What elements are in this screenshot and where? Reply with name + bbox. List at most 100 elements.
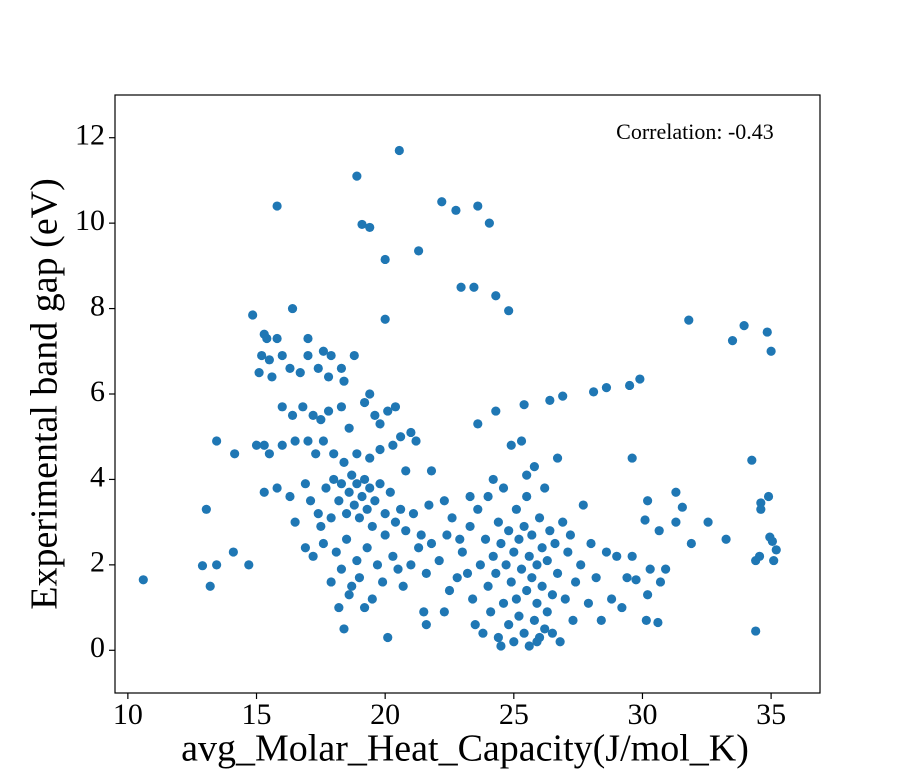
y-tick-label: 2 <box>90 546 105 579</box>
point <box>339 624 349 634</box>
point <box>344 487 354 497</box>
point <box>272 201 282 211</box>
point <box>565 530 576 540</box>
point <box>537 581 547 591</box>
point <box>452 573 462 583</box>
point <box>547 628 558 638</box>
point <box>357 219 367 230</box>
point <box>596 615 606 625</box>
point <box>295 368 305 378</box>
point <box>747 455 757 465</box>
point <box>439 496 449 506</box>
point <box>442 530 452 540</box>
point <box>491 406 501 416</box>
point <box>426 538 437 549</box>
point <box>336 564 347 574</box>
point <box>277 350 287 361</box>
point <box>365 453 375 463</box>
point <box>365 222 375 233</box>
point <box>558 517 568 527</box>
point <box>568 615 578 625</box>
point <box>542 555 552 566</box>
point <box>588 387 599 397</box>
point <box>524 551 534 561</box>
point <box>514 534 524 544</box>
point <box>645 564 655 574</box>
point <box>290 436 300 446</box>
point <box>367 521 377 532</box>
point <box>383 632 393 643</box>
point <box>511 504 521 514</box>
point <box>390 517 401 527</box>
point <box>504 620 514 630</box>
point <box>349 500 359 510</box>
point <box>298 402 308 412</box>
point <box>537 543 547 553</box>
point <box>631 575 641 585</box>
point <box>527 530 537 540</box>
point <box>771 545 781 555</box>
point <box>411 436 421 446</box>
point <box>326 350 336 361</box>
point <box>254 368 264 378</box>
point <box>484 218 494 228</box>
point <box>529 462 539 472</box>
point <box>627 453 637 463</box>
point <box>339 376 349 386</box>
point <box>308 410 318 420</box>
point <box>426 466 437 476</box>
point <box>762 327 772 337</box>
point <box>277 402 287 412</box>
point <box>300 479 311 489</box>
point <box>447 513 457 523</box>
point <box>367 594 377 604</box>
points-layer <box>138 145 781 651</box>
point <box>377 577 388 587</box>
point <box>375 479 385 489</box>
point <box>414 543 424 553</box>
point <box>684 315 694 325</box>
y-tick-label: 0 <box>90 631 105 664</box>
point <box>532 598 542 608</box>
point <box>375 444 385 455</box>
point <box>643 590 653 600</box>
point <box>519 628 529 638</box>
point <box>552 568 563 579</box>
point <box>483 581 493 591</box>
point <box>727 336 738 346</box>
point <box>138 575 148 585</box>
point <box>540 624 550 634</box>
point <box>380 508 390 519</box>
point <box>398 581 408 591</box>
point <box>570 577 581 587</box>
point <box>272 333 282 344</box>
point <box>406 560 416 570</box>
point <box>496 641 506 651</box>
x-tick-label: 20 <box>370 698 400 731</box>
point <box>654 526 664 536</box>
point <box>329 474 339 485</box>
point <box>334 602 344 613</box>
point <box>522 470 532 480</box>
point <box>522 585 532 596</box>
point <box>488 551 498 561</box>
point <box>552 453 563 463</box>
point <box>501 560 511 570</box>
point <box>365 483 375 493</box>
point <box>380 530 390 540</box>
point <box>316 415 326 425</box>
point <box>277 440 287 450</box>
point <box>534 513 545 523</box>
point <box>385 487 395 497</box>
point <box>514 611 524 621</box>
x-tick-label: 30 <box>627 698 657 731</box>
point <box>370 496 380 506</box>
point <box>336 402 347 412</box>
point <box>506 440 516 450</box>
point <box>643 496 653 506</box>
point <box>421 568 431 579</box>
point <box>756 498 766 508</box>
point <box>478 628 488 638</box>
point <box>401 526 411 536</box>
y-tick-label: 6 <box>90 375 105 408</box>
